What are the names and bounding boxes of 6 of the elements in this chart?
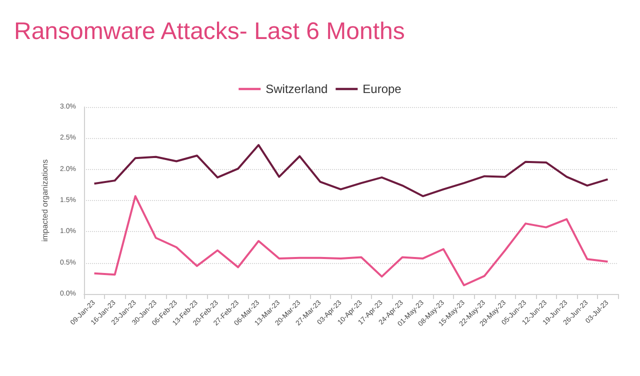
line-series [93, 144, 609, 198]
line-series [93, 195, 609, 286]
legend-label: Switzerland [266, 82, 328, 96]
y-axis-title: impacted organizations [40, 159, 50, 242]
chart-title: Ransomware Attacks- Last 6 Months [14, 18, 405, 46]
legend-label: Europe [362, 82, 402, 96]
